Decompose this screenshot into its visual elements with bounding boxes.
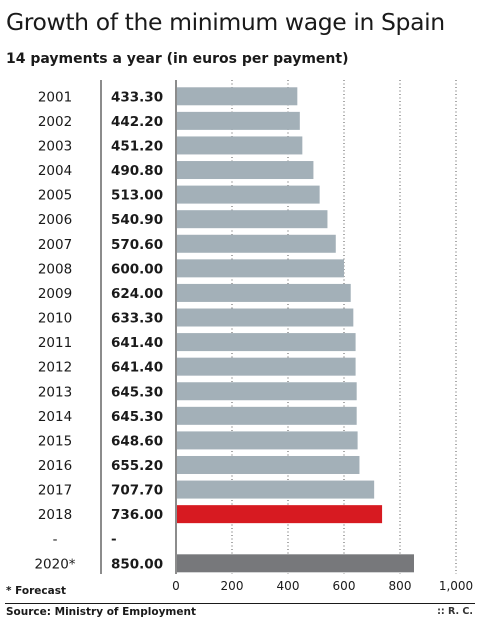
- bar-2012: [177, 357, 356, 376]
- value-label: 624.00: [111, 286, 163, 302]
- value-label: 850.00: [111, 556, 163, 572]
- x-tick-label: 600: [333, 579, 356, 593]
- bar-2005: [177, 185, 320, 204]
- bar-2007: [177, 234, 336, 253]
- value-label: 633.30: [111, 311, 163, 327]
- value-label: 645.30: [111, 384, 163, 400]
- year-label: 2006: [38, 212, 72, 228]
- year-label: 2005: [38, 188, 72, 204]
- bar-2017: [177, 480, 375, 499]
- year-label: 2014: [38, 409, 72, 425]
- year-label: 2009: [38, 286, 72, 302]
- value-label: 433.30: [111, 89, 163, 105]
- value-label: 451.20: [111, 138, 163, 154]
- value-label: 736.00: [111, 507, 163, 523]
- year-label: 2004: [38, 163, 72, 179]
- value-label: 648.60: [111, 433, 163, 449]
- x-tick-label: 1,000: [439, 579, 473, 593]
- year-label: 2010: [38, 311, 72, 327]
- year-label: -: [53, 532, 58, 548]
- bar-2020-forecast: [177, 554, 414, 573]
- bar-2018: [177, 505, 383, 524]
- value-label: 641.40: [111, 335, 163, 351]
- forecast-footnote: * Forecast: [6, 585, 66, 597]
- value-label: 707.70: [111, 483, 163, 499]
- year-label: 2013: [38, 384, 72, 400]
- bar-2016: [177, 455, 360, 474]
- bar-2010: [177, 308, 354, 327]
- bar-2009: [177, 283, 351, 302]
- bar-2008: [177, 259, 344, 278]
- year-label: 2015: [38, 433, 72, 449]
- bar-2014: [177, 406, 357, 425]
- x-tick-label: 400: [277, 579, 300, 593]
- year-label: 2020*: [34, 556, 75, 572]
- chart-subtitle: 14 payments a year (in euros per payment…: [6, 51, 349, 67]
- year-label: 2018: [38, 507, 72, 523]
- year-label: 2011: [38, 335, 72, 351]
- year-label: 2016: [38, 458, 72, 474]
- chart-title: Growth of the minimum wage in Spain: [6, 8, 445, 36]
- value-label: 490.80: [111, 163, 163, 179]
- year-label: 2002: [38, 114, 72, 130]
- source-note: Source: Ministry of Employment: [6, 606, 196, 618]
- value-label: 570.60: [111, 237, 163, 253]
- value-label: 655.20: [111, 458, 163, 474]
- bar-2011: [177, 333, 356, 352]
- value-label: 540.90: [111, 212, 163, 228]
- author-credit: :: R. C.: [437, 606, 473, 617]
- x-tick-label: 0: [172, 579, 180, 593]
- year-label: 2001: [38, 89, 72, 105]
- year-label: 2008: [38, 261, 72, 277]
- bar-2015: [177, 431, 358, 450]
- bar-2003: [177, 136, 303, 155]
- value-label: 600.00: [111, 261, 163, 277]
- year-label: 2007: [38, 237, 72, 253]
- x-tick-label: 800: [389, 579, 412, 593]
- footer-divider: [5, 603, 475, 604]
- bar-2006: [177, 210, 328, 229]
- bar-2004: [177, 161, 314, 180]
- value-label: 645.30: [111, 409, 163, 425]
- value-label: 513.00: [111, 188, 163, 204]
- bar-2002: [177, 111, 300, 130]
- year-label: 2003: [38, 138, 72, 154]
- bar-chart: 0 200 400 600 800 1,000 2001 433.30 2002 442.20 20…: [34, 80, 473, 593]
- bar-2001: [177, 87, 298, 106]
- bar-2013: [177, 382, 357, 401]
- year-label: 2012: [38, 360, 72, 376]
- year-label: 2017: [38, 483, 72, 499]
- value-label: 641.40: [111, 360, 163, 376]
- value-label: 442.20: [111, 114, 163, 130]
- value-label: -: [111, 532, 117, 548]
- x-tick-label: 200: [221, 579, 244, 593]
